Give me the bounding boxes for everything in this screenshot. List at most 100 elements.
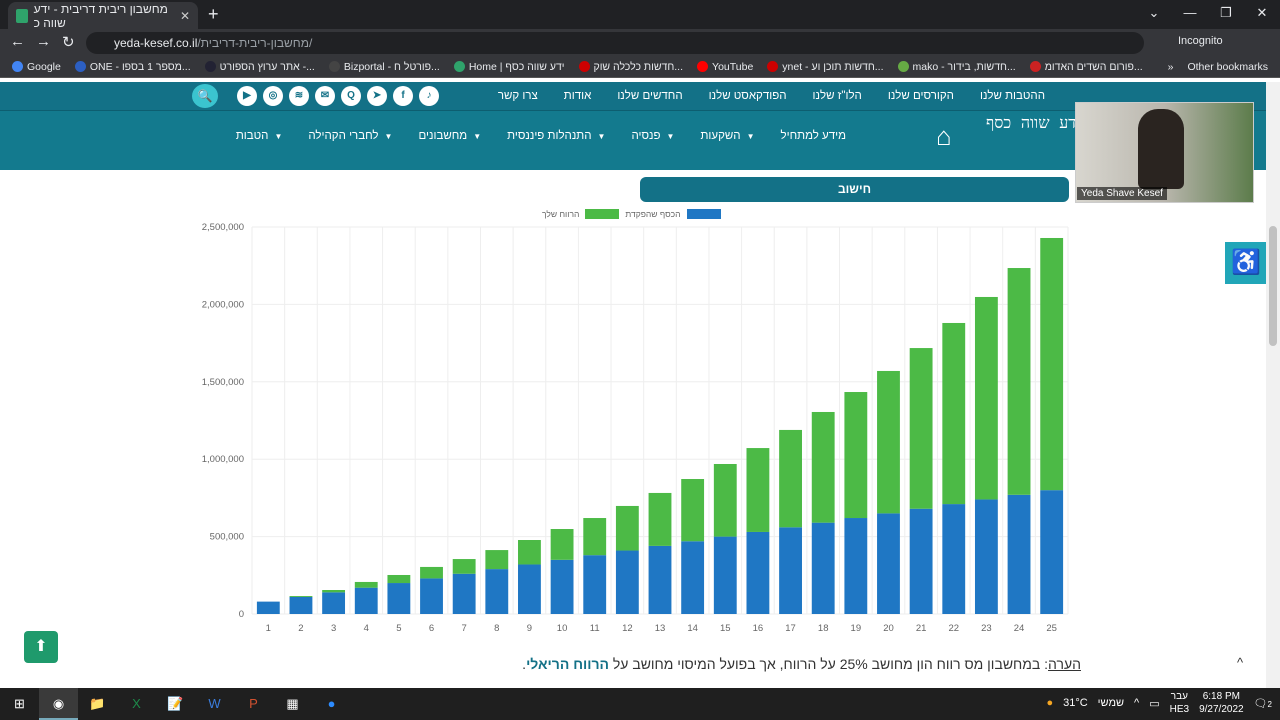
bookmark-item[interactable]: mako - חדשות, בידור... [897,61,1016,73]
weather-temp[interactable]: 31°C [1063,697,1088,709]
search-icon[interactable]: 🔍 [192,84,218,108]
bar-deposit[interactable] [974,499,998,614]
bar-profit[interactable] [1040,237,1064,491]
browser-tab[interactable]: מחשבון ריבית דריבית - ידע שווה כ ✕ [8,2,198,30]
bar-deposit[interactable] [322,592,346,614]
home-icon[interactable]: ⌂ [936,121,952,151]
url-input[interactable]: yeda-kesef.co.il/מחשבון-ריבית-דריבית/ [86,32,1144,54]
meet-icon[interactable]: ▭ [1149,697,1160,710]
bar-deposit[interactable] [681,541,705,614]
bar-profit[interactable] [1007,268,1031,495]
bar-profit[interactable] [485,550,509,570]
bar-profit[interactable] [877,370,900,514]
bookmark-item[interactable]: ynet - חדשות תוכן וע... [767,61,884,73]
bar-deposit[interactable] [289,596,313,614]
tiktok-icon[interactable]: ♪ [419,86,439,106]
main-menu-item[interactable]: התנהלות פיננסית ▼ [507,130,605,142]
bar-profit[interactable] [420,566,443,579]
bar-deposit[interactable] [844,518,868,614]
bar-profit[interactable] [354,581,378,588]
scrollbar[interactable] [1266,82,1280,688]
main-menu-item[interactable]: מידע למתחיל [780,130,846,142]
notepad-app[interactable]: 📝 [167,696,184,711]
bar-deposit[interactable] [550,559,574,614]
collapse-icon[interactable]: ^ [1237,655,1244,670]
main-menu-item[interactable]: השקעות ▼ [700,130,754,142]
top-menu-item[interactable]: החדשים שלנו [617,90,683,102]
calculator-app[interactable]: ▦ [286,696,299,711]
bar-profit[interactable] [811,411,835,523]
bar-profit[interactable] [452,559,476,574]
bar-deposit[interactable] [779,527,802,614]
main-menu-item[interactable]: מחשבונים ▼ [418,130,481,142]
instagram-icon[interactable]: ◎ [263,86,283,106]
youtube-icon[interactable]: ▶ [237,86,257,106]
bar-deposit[interactable] [354,587,378,614]
forward-button[interactable]: → [36,33,51,50]
bar-profit[interactable] [583,518,607,556]
top-menu-item[interactable]: צרו קשר [497,90,538,102]
main-menu-item[interactable]: הטבות ▼ [236,130,283,142]
bar-deposit[interactable] [485,569,509,614]
bar-deposit[interactable] [909,508,933,614]
explorer-app[interactable]: 📁 [89,696,106,711]
bar-profit[interactable] [289,596,313,597]
top-menu-item[interactable]: ההטבות שלנו [979,90,1045,102]
bar-deposit[interactable] [713,536,737,614]
bookmark-item[interactable]: פורום השדים האדומ... [1029,61,1143,73]
bar-profit[interactable] [713,463,737,537]
zoom-app[interactable]: ● [327,696,336,711]
close-tab-icon[interactable]: ✕ [179,8,190,23]
bar-profit[interactable] [387,574,411,584]
bar-deposit[interactable] [877,513,900,614]
legend-profit-label[interactable]: הרווח שלך [542,209,580,219]
bookmark-item[interactable]: Home | ידע שווה כסף [453,61,565,73]
bar-profit[interactable] [615,505,639,551]
restore-button[interactable]: ❐ [1220,5,1232,20]
new-tab-button[interactable]: + [208,4,219,24]
bookmark-item[interactable]: YouTube [697,61,753,73]
quora-icon[interactable]: Q [341,86,361,106]
calculation-header[interactable]: חישוב [640,177,1069,202]
top-menu-item[interactable]: הפודקאסט שלנו [708,90,787,102]
main-menu-item[interactable]: פנסיה ▼ [631,130,674,142]
bar-deposit[interactable] [746,531,770,614]
top-menu-item[interactable]: אודות [563,90,592,102]
chrome-app[interactable]: ◉ [39,688,78,720]
bookmark-item[interactable]: ONE - מספר 1 בספו... [74,61,191,73]
excel-app[interactable]: X [132,696,141,711]
bar-profit[interactable] [779,429,802,528]
accessibility-button[interactable]: ♿ [1225,242,1267,284]
scroll-to-top-button[interactable]: ⬆ [24,631,58,663]
top-menu-item[interactable]: הקורסים שלנו [887,90,954,102]
bar-profit[interactable] [648,492,672,546]
bar-deposit[interactable] [648,545,672,614]
bar-deposit[interactable] [256,601,280,614]
bar-profit[interactable] [681,479,705,542]
more-bookmarks-icon[interactable]: » [1167,60,1174,73]
note-link[interactable]: הרווח הריאלי [526,656,609,672]
bar-profit[interactable] [746,448,770,532]
back-button[interactable]: ← [10,33,25,50]
bar-deposit[interactable] [615,550,639,614]
spotify-icon[interactable]: ≋ [289,86,309,106]
telegram-icon[interactable]: ➤ [367,86,387,106]
bar-deposit[interactable] [387,583,411,614]
main-menu-item[interactable]: לחברי הקהילה ▼ [308,130,392,142]
bookmark-item[interactable]: אתר ערוץ הספורט -... [204,61,315,73]
bar-profit[interactable] [942,322,966,505]
bar-deposit[interactable] [518,564,541,614]
bar-deposit[interactable] [1007,494,1031,614]
bar-deposit[interactable] [1040,490,1064,614]
top-menu-item[interactable]: הלו"ז שלנו [812,90,862,102]
bar-profit[interactable] [844,392,868,519]
tab-search-icon[interactable]: ⌄ [1148,5,1160,20]
bar-profit[interactable] [974,296,998,500]
bookmark-item[interactable]: חדשות כלכלה שוק... [578,61,683,73]
bar-deposit[interactable] [942,504,966,614]
powerpoint-app[interactable]: P [249,696,258,711]
bar-profit[interactable] [518,540,541,565]
bar-deposit[interactable] [420,578,443,614]
close-window-button[interactable]: ✕ [1256,5,1268,20]
bookmark-item[interactable]: Google [12,61,61,73]
